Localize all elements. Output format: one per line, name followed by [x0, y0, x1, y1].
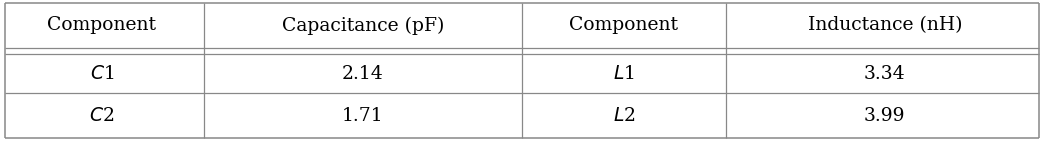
Text: 3.34: 3.34 — [864, 65, 905, 83]
Text: 3.99: 3.99 — [864, 107, 905, 125]
Text: $\mathit{C}$1: $\mathit{C}$1 — [90, 65, 114, 83]
Text: 2.14: 2.14 — [342, 65, 383, 83]
Text: 1.71: 1.71 — [342, 107, 383, 125]
Text: $\mathit{L}$2: $\mathit{L}$2 — [613, 107, 635, 125]
Text: Component: Component — [47, 16, 157, 34]
Text: Capacitance (pF): Capacitance (pF) — [282, 16, 444, 35]
Text: Inductance (nH): Inductance (nH) — [808, 16, 962, 34]
Text: $\mathit{L}$1: $\mathit{L}$1 — [613, 65, 635, 83]
Text: Component: Component — [569, 16, 679, 34]
Text: $\mathit{C}$2: $\mathit{C}$2 — [89, 107, 115, 125]
